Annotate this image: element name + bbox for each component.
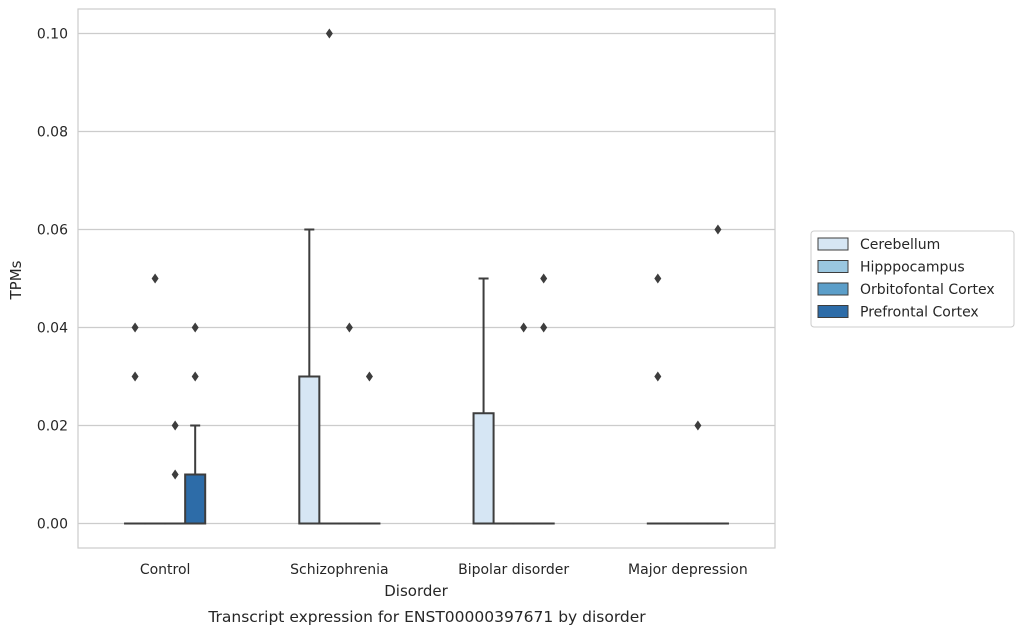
box-cerebellum-bipolar-disorder bbox=[472, 277, 495, 525]
box-body bbox=[184, 473, 207, 525]
outlier-point bbox=[520, 322, 528, 333]
outlier-point bbox=[365, 371, 373, 382]
box-prefrontal-cortex-major-depression bbox=[706, 224, 729, 525]
box-body bbox=[472, 412, 495, 525]
legend-swatch bbox=[817, 305, 849, 318]
x-axis-label: Disorder bbox=[384, 582, 448, 600]
outlier-point bbox=[131, 371, 139, 382]
box-hipppocampus-control bbox=[144, 273, 167, 525]
legend-item-cerebellum: Cerebellum bbox=[817, 237, 940, 253]
legend-label: Prefrontal Cortex bbox=[860, 305, 979, 321]
box-orbitofontal-cortex-bipolar-disorder bbox=[512, 322, 535, 525]
y-tick-label: 0.10 bbox=[37, 27, 68, 43]
outlier-point bbox=[131, 322, 139, 333]
legend-frame bbox=[810, 230, 1015, 328]
legend-swatch bbox=[817, 260, 849, 273]
x-axis-ticks: Control Schizophrenia Bipolar disorder Majo… bbox=[140, 562, 748, 578]
box-prefrontal-cortex-schizophrenia bbox=[358, 371, 381, 525]
outlier-point bbox=[191, 371, 199, 382]
box-orbitofontal-cortex-control bbox=[164, 420, 187, 525]
legend-label: Hipppocampus bbox=[860, 260, 965, 276]
legend: Cerebellum Hipppocampus Orbitofontal Corte… bbox=[810, 230, 1015, 328]
legend-swatch bbox=[817, 237, 849, 251]
outlier-point bbox=[714, 224, 722, 235]
outlier-point bbox=[540, 322, 548, 333]
y-tick-label: 0.08 bbox=[37, 125, 68, 141]
legend-items: Cerebellum Hipppocampus Orbitofontal Corte… bbox=[817, 237, 995, 321]
box-prefrontal-cortex-bipolar-disorder bbox=[532, 273, 555, 525]
box-prefrontal-cortex-control bbox=[184, 322, 207, 525]
box-orbitofontal-cortex-schizophrenia bbox=[338, 322, 361, 525]
outlier-point bbox=[654, 273, 662, 284]
box-orbitofontal-cortex-major-depression bbox=[686, 420, 709, 525]
y-tick-label: 0.06 bbox=[37, 223, 68, 239]
x-tick-label: Schizophrenia bbox=[290, 562, 388, 578]
legend-label: Orbitofontal Cortex bbox=[860, 282, 995, 298]
outlier-point bbox=[694, 420, 702, 431]
x-tick-label: Control bbox=[140, 562, 191, 578]
outlier-point bbox=[345, 322, 353, 333]
boxes bbox=[124, 28, 729, 525]
legend-item-orbitofontal-cortex: Orbitofontal Cortex bbox=[817, 282, 995, 298]
legend-item-hipppocampus: Hipppocampus bbox=[817, 260, 965, 276]
box-body bbox=[298, 375, 321, 525]
legend-swatch bbox=[817, 282, 849, 296]
outlier-point bbox=[654, 371, 662, 382]
box-cerebellum-schizophrenia bbox=[298, 228, 321, 525]
outlier-point bbox=[151, 273, 159, 284]
plot-area: 0.00 0.02 0.04 0.06 0.08 0.10 Control Schizoph… bbox=[37, 8, 776, 578]
outlier-point bbox=[325, 28, 333, 39]
y-tick-label: 0.02 bbox=[37, 419, 68, 435]
chart-caption: Transcript expression for ENST0000039767… bbox=[207, 608, 646, 626]
y-axis-ticks: 0.00 0.02 0.04 0.06 0.08 0.10 bbox=[37, 27, 68, 533]
y-tick-label: 0.04 bbox=[37, 321, 68, 337]
grid-lines bbox=[78, 32, 775, 525]
outlier-point bbox=[171, 420, 179, 431]
legend-label: Cerebellum bbox=[860, 237, 940, 253]
box-cerebellum-major-depression bbox=[646, 273, 669, 525]
x-tick-label: Bipolar disorder bbox=[458, 562, 569, 578]
plot-frame bbox=[77, 8, 776, 549]
x-tick-label: Major depression bbox=[628, 562, 748, 578]
legend-item-prefrontal-cortex: Prefrontal Cortex bbox=[817, 305, 979, 321]
box-hipppocampus-schizophrenia bbox=[318, 28, 341, 525]
y-tick-label: 0.00 bbox=[37, 517, 68, 533]
y-axis-label: TPMs bbox=[7, 260, 25, 300]
outlier-point bbox=[540, 273, 548, 284]
box-cerebellum-control bbox=[124, 322, 147, 525]
outlier-point bbox=[171, 469, 179, 480]
outlier-point bbox=[191, 322, 199, 333]
